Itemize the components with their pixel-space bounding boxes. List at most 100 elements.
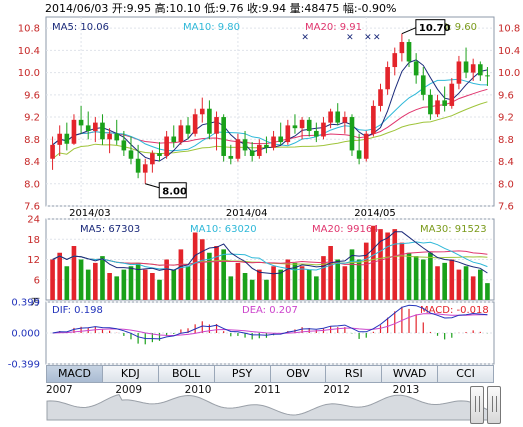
- volume-bar: [121, 269, 127, 300]
- price-y-tick-right: 7.6: [498, 202, 514, 213]
- ma5-legend: MA5: 10.06: [52, 22, 109, 33]
- volume-bar: [271, 266, 276, 300]
- vol-ma10-legend: MA10: 63020: [190, 224, 257, 235]
- candle-body: [456, 61, 462, 84]
- high-callout-pointer: [401, 27, 417, 35]
- volume-bar: [477, 269, 483, 300]
- price-y-tick-left: 7.6: [24, 202, 40, 213]
- event-marker-icon: ✕: [373, 33, 381, 43]
- tab-psy[interactable]: PSY: [214, 365, 271, 383]
- vol-ma30-legend: MA30: 91523: [420, 224, 487, 235]
- price-x-tick: 2014/03: [69, 208, 111, 219]
- timeline-left-handle[interactable]: [470, 386, 484, 424]
- tab-wvad[interactable]: WVAD: [382, 365, 439, 383]
- candle-body: [114, 133, 120, 141]
- volume-bar: [185, 266, 191, 300]
- low-callout-box: [158, 182, 187, 199]
- candle-body: [371, 105, 376, 134]
- candle-body: [392, 53, 398, 68]
- volume-bar: [449, 259, 455, 300]
- volume-bar: [413, 256, 419, 300]
- timeline-year-labels: 2007 2009 2010 2011 2012 2013: [46, 384, 492, 398]
- ma30-legend: MA30: 9.60: [420, 22, 477, 33]
- volume-bar: [328, 246, 333, 300]
- candle-body: [178, 125, 184, 143]
- volume-bar: [242, 273, 248, 300]
- candle-body: [413, 61, 419, 76]
- price-y-tick-left: 10.0: [18, 68, 40, 79]
- candle-body: [485, 75, 490, 77]
- volume-bar: [385, 232, 390, 300]
- price-y-tick-left: 10.8: [18, 24, 40, 35]
- tab-macd[interactable]: MACD: [46, 365, 103, 383]
- candle-body: [214, 117, 219, 134]
- volume-bar: [78, 259, 84, 300]
- volume-y-tick: 18: [27, 235, 40, 246]
- high-callout-label: 10.70: [419, 23, 451, 34]
- volume-bar: [463, 266, 469, 300]
- volume-bar: [207, 252, 212, 300]
- volume-bar: [420, 259, 426, 300]
- candle-body: [171, 136, 177, 143]
- event-marker-icon: ✕: [346, 33, 354, 43]
- candle-body: [335, 111, 341, 123]
- price-y-tick-left: 8.4: [24, 157, 40, 168]
- volume-bar: [442, 262, 447, 300]
- tab-cci[interactable]: CCI: [438, 365, 494, 383]
- volume-bar: [428, 252, 433, 300]
- volume-y-tick: 24: [27, 215, 40, 226]
- volume-bar: [321, 256, 326, 300]
- volume-y-tick: 6: [34, 275, 40, 286]
- volume-bar: [285, 259, 291, 300]
- candle-body: [157, 153, 162, 156]
- candle-body: [278, 136, 284, 143]
- tab-boll[interactable]: BOLL: [158, 365, 215, 383]
- dif-line: [52, 304, 488, 340]
- volume-bar: [171, 269, 177, 300]
- volume-bar: [192, 232, 198, 300]
- macd-y-tick: 0.399: [11, 298, 40, 309]
- volume-bar: [299, 266, 305, 300]
- year-label: 2011: [253, 384, 281, 396]
- ma10-legend: MA10: 9.80: [183, 22, 240, 33]
- candle-body: [64, 133, 70, 144]
- volume-bar: [342, 266, 348, 300]
- timeline-right-handle[interactable]: [487, 386, 501, 424]
- candle-body: [207, 108, 212, 134]
- candle-body: [378, 89, 383, 106]
- volume-bar: [57, 252, 63, 300]
- ma5-line: [52, 59, 488, 162]
- macd-y-tick: -0.399: [8, 360, 40, 371]
- price-y-tick-right: 10.0: [498, 68, 520, 79]
- price-x-tick: 2014/05: [354, 208, 396, 219]
- dif-legend: DIF: 0.198: [52, 305, 103, 316]
- candle-body: [435, 100, 440, 115]
- volume-bar: [100, 256, 105, 300]
- candle-body: [463, 61, 469, 73]
- candle-body: [121, 140, 127, 151]
- candle-body: [321, 122, 326, 137]
- candle-body: [285, 125, 291, 143]
- candle-body: [107, 133, 112, 140]
- volume-y-tick: 12: [27, 255, 40, 266]
- tab-kdj[interactable]: KDJ: [102, 365, 159, 383]
- candle-body: [135, 158, 141, 173]
- dea-line: [52, 313, 488, 337]
- price-y-tick-left: 8.8: [24, 135, 40, 146]
- tab-obv[interactable]: OBV: [270, 365, 327, 383]
- tab-rsi[interactable]: RSI: [326, 365, 383, 383]
- candle-body: [385, 67, 390, 90]
- price-y-tick-left: 10.4: [18, 46, 40, 57]
- candle-body: [271, 136, 276, 148]
- candle-body: [242, 139, 248, 151]
- volume-bar: [93, 262, 98, 300]
- price-y-tick-right: 8.0: [498, 179, 514, 190]
- low-callout-pointer: [145, 183, 160, 189]
- candle-body: [50, 144, 55, 159]
- price-y-tick-right: 9.2: [498, 113, 514, 124]
- volume-bar: [278, 269, 284, 300]
- candle-body: [150, 153, 155, 165]
- candle-body: [363, 133, 369, 159]
- candle-body: [420, 75, 426, 95]
- price-x-tick: 2014/04: [226, 208, 268, 219]
